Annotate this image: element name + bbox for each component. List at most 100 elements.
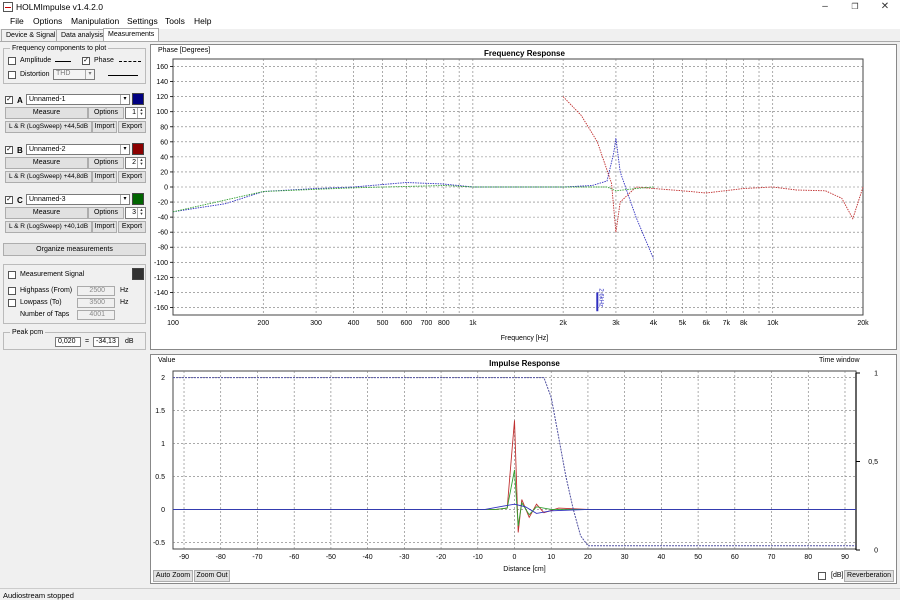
freq-x-tick-label: 6k <box>703 320 711 327</box>
freq-x-tick-label: 2k <box>559 320 567 327</box>
impulse-y-axis-label: Value <box>158 357 176 364</box>
measurement-b-name-select[interactable]: Unnamed-2 ▾ <box>26 144 130 155</box>
measurement-b-spin-value: 2 <box>132 159 136 166</box>
menu-settings[interactable]: Settings <box>127 16 158 26</box>
frequency-response-panel[interactable]: Phase [Degrees] Frequency Response Frequ… <box>150 44 897 350</box>
measurement-signal-checkbox[interactable] <box>8 271 16 279</box>
measurement-c-checkbox[interactable]: ✓ <box>5 196 13 204</box>
freq-x-tick-label: 4k <box>650 320 658 327</box>
measurement-b-import-button[interactable]: Import <box>92 171 117 183</box>
db-checkbox[interactable] <box>818 572 826 580</box>
time-window-tick-label: 0,5 <box>868 459 878 466</box>
spin-arrows-icon[interactable]: ▲ ▼ <box>137 158 145 168</box>
impulse-x-tick-label: 0 <box>513 554 517 561</box>
freq-x-tick-label: 3k <box>612 320 620 327</box>
measurement-c-options-button[interactable]: Options <box>88 207 124 219</box>
measurement-b-info[interactable]: L & R (LogSweep) +44,8dB <box>5 171 92 183</box>
phase-checkbox[interactable]: ✓ <box>82 57 90 65</box>
freq-x-tick-label: 600 <box>400 320 412 327</box>
freq-y-tick-label: 120 <box>156 94 168 101</box>
measurement-signal-color[interactable] <box>132 268 144 280</box>
tab-divider <box>0 41 900 42</box>
freq-x-tick-label: 400 <box>348 320 360 327</box>
measurement-a-color[interactable] <box>132 93 144 105</box>
close-button[interactable]: ✕ <box>880 1 890 12</box>
measurement-b-letter: B <box>17 146 23 155</box>
freq-chart-title: Frequency Response <box>484 49 565 58</box>
measurement-b-options-button[interactable]: Options <box>88 157 124 169</box>
spin-arrows-icon[interactable]: ▲ ▼ <box>137 208 145 218</box>
measurement-c-measure-button[interactable]: Measure <box>5 207 88 219</box>
measurement-c-export-button[interactable]: Export <box>118 221 146 233</box>
measurement-b-checkbox[interactable]: ✓ <box>5 146 13 154</box>
measurement-c-name-select[interactable]: Unnamed-3 ▾ <box>26 194 130 205</box>
impulse-x-tick-label: 20 <box>584 554 592 561</box>
tab-measurements[interactable]: Measurements <box>103 28 160 42</box>
measurement-a-spinner[interactable]: 1 ▲ ▼ <box>125 107 146 119</box>
lowpass-checkbox[interactable] <box>8 299 16 307</box>
measurement-a-options-button[interactable]: Options <box>88 107 124 119</box>
amplitude-checkbox[interactable] <box>8 57 16 65</box>
chevron-down-icon: ▾ <box>120 145 129 154</box>
tab-strip: Device & Signal Data analysis Measuremen… <box>0 28 900 42</box>
taps-label: Number of Taps <box>20 311 70 318</box>
distortion-select-value: THD <box>56 70 71 77</box>
lowpass-input[interactable]: 3500 <box>77 298 115 308</box>
highpass-checkbox[interactable] <box>8 287 16 295</box>
measurement-b-measure-button[interactable]: Measure <box>5 157 88 169</box>
restore-button[interactable]: ❐ <box>851 2 859 11</box>
taps-input[interactable]: 4001 <box>77 310 115 320</box>
impulse-x-tick-label: 30 <box>621 554 629 561</box>
window-title: HOLMImpulse v1.4.2.0 <box>16 2 103 12</box>
measurement-b-name: Unnamed-2 <box>29 146 66 153</box>
status-text: Audiostream stopped <box>3 591 74 600</box>
taps-value: 4001 <box>89 311 105 318</box>
freq-y-tick-label: 100 <box>156 109 168 116</box>
impulse-x-tick-label: -10 <box>473 554 483 561</box>
menu-tools[interactable]: Tools <box>165 16 185 26</box>
minimize-button[interactable]: – <box>822 1 828 12</box>
db-label: [dB] <box>831 572 844 579</box>
menu-help[interactable]: Help <box>194 16 212 26</box>
spin-arrows-icon[interactable]: ▲ ▼ <box>137 108 145 118</box>
impulse-response-panel[interactable]: Value Impulse Response Time window Dista… <box>150 354 897 584</box>
peak-equals: = <box>85 338 90 345</box>
measurement-c-import-button[interactable]: Import <box>92 221 117 233</box>
distortion-checkbox[interactable] <box>8 71 16 79</box>
impulse-x-tick-label: -90 <box>179 554 189 561</box>
freq-x-tick-label: 8k <box>740 320 748 327</box>
measurement-b-spinner[interactable]: 2 ▲ ▼ <box>125 157 146 169</box>
measurement-signal-group: Measurement Signal Highpass (From) 2500 … <box>3 264 146 324</box>
auto-zoom-button[interactable]: Auto Zoom <box>153 570 193 582</box>
measurement-b-export-button[interactable]: Export <box>118 171 146 183</box>
measurement-a-import-button[interactable]: Import <box>92 121 117 133</box>
measurement-c-info[interactable]: L & R (LogSweep) +40,1dB <box>5 221 92 233</box>
impulse-y-tick-label: 1.5 <box>155 408 165 415</box>
impulse-y-tick-label: 0 <box>161 507 165 514</box>
impulse-x-tick-label: -30 <box>399 554 409 561</box>
measurement-a-export-button[interactable]: Export <box>118 121 146 133</box>
measurement-c-spinner[interactable]: 3 ▲ ▼ <box>125 207 146 219</box>
menu-manipulation[interactable]: Manipulation <box>71 16 120 26</box>
measurement-a-name-select[interactable]: Unnamed-1 ▾ <box>26 94 130 105</box>
phase-line-sample <box>119 61 141 62</box>
organize-measurements-button[interactable]: Organize measurements <box>3 243 146 256</box>
measurement-a-measure-button[interactable]: Measure <box>5 107 88 119</box>
measurement-c-color[interactable] <box>132 193 144 205</box>
measurement-b-block: ✓ B Unnamed-2 ▾ Measure Options 2 ▲ ▼ L &… <box>3 143 146 187</box>
measurement-a-checkbox[interactable]: ✓ <box>5 96 13 104</box>
peak-group: Peak pcm 0,020 = -34,13 dB <box>3 329 146 350</box>
freq-x-tick-label: 100 <box>167 320 179 327</box>
reverberation-button[interactable]: Reverberation <box>844 570 894 582</box>
menu-file[interactable]: File <box>10 16 24 26</box>
lowpass-value: 3500 <box>89 299 105 306</box>
highpass-input[interactable]: 2500 <box>77 286 115 296</box>
freq-x-tick-label: 300 <box>310 320 322 327</box>
freq-y-axis-label: Phase [Degrees] <box>158 47 211 54</box>
freq-y-tick-label: -60 <box>158 230 168 237</box>
zoom-out-button[interactable]: Zoom Out <box>194 570 230 582</box>
measurement-a-info[interactable]: L & R (LogSweep) +44,5dB <box>5 121 92 133</box>
distortion-select[interactable]: THD ▾ <box>53 69 95 80</box>
menu-options[interactable]: Options <box>33 16 63 26</box>
measurement-b-color[interactable] <box>132 143 144 155</box>
